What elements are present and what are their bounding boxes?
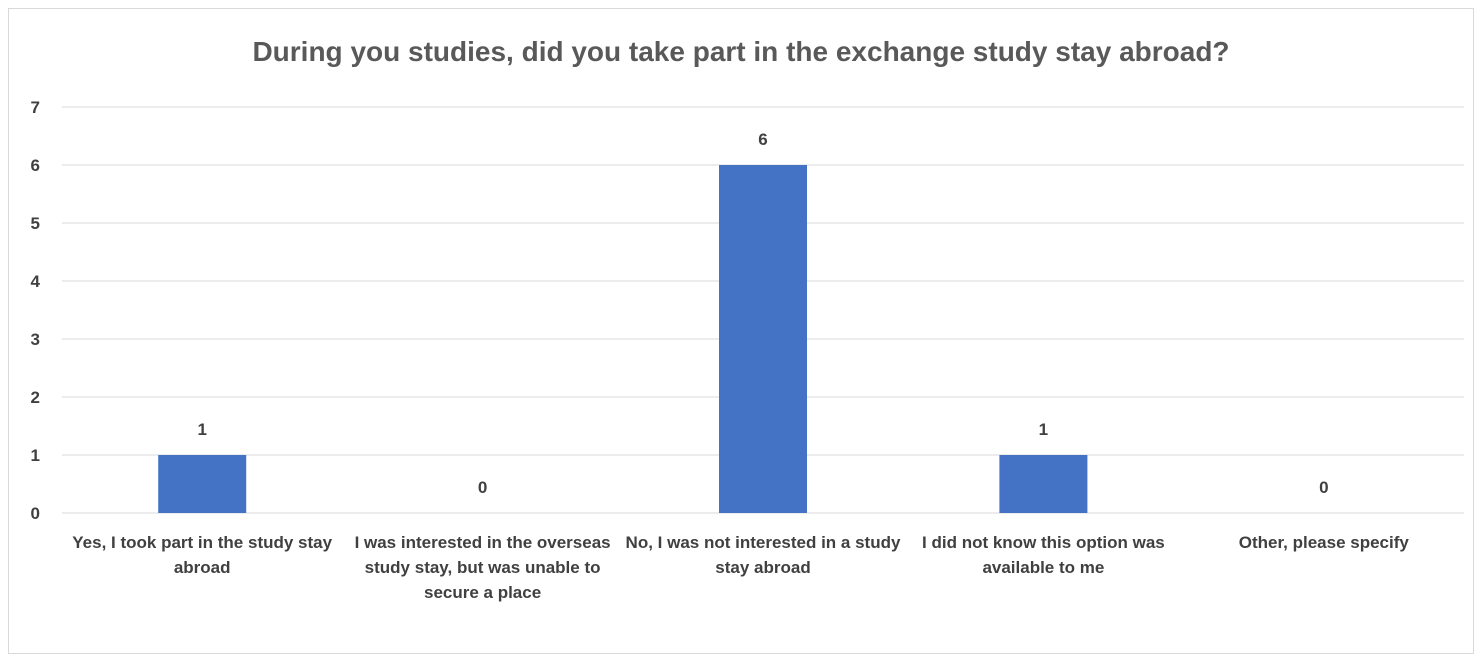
x-tick-label: Yes, I took part in the study stay abroa…: [72, 533, 333, 577]
y-tick-label: 0: [31, 504, 40, 523]
x-tick-label: I was interested in the overseas study s…: [354, 533, 611, 602]
data-label: 6: [758, 130, 767, 149]
bar: [999, 455, 1088, 513]
y-tick-label: 1: [31, 446, 40, 465]
chart-title: During you studies, did you take part in…: [252, 36, 1230, 67]
bar: [719, 165, 807, 513]
y-tick-label: 6: [31, 156, 40, 175]
y-tick-label: 2: [31, 388, 40, 407]
x-tick-label: I did not know this option was available…: [922, 533, 1165, 577]
data-label: 1: [1039, 420, 1048, 439]
y-tick-label: 3: [31, 330, 40, 349]
data-label: 1: [197, 420, 206, 439]
bars: [158, 165, 1088, 513]
data-label: 0: [478, 478, 487, 497]
y-axis-ticks: 0 1 2 3 4 5 6 7: [31, 98, 41, 523]
y-tick-label: 7: [31, 98, 40, 117]
bar: [158, 455, 247, 513]
y-tick-label: 5: [31, 214, 40, 233]
x-tick-label: Other, please specify: [1238, 533, 1409, 552]
y-tick-label: 4: [31, 272, 41, 291]
data-labels: 1 0 6 1 0: [197, 130, 1328, 497]
x-tick-label: No, I was not interested in a study stay…: [625, 533, 901, 577]
data-label: 0: [1319, 478, 1328, 497]
